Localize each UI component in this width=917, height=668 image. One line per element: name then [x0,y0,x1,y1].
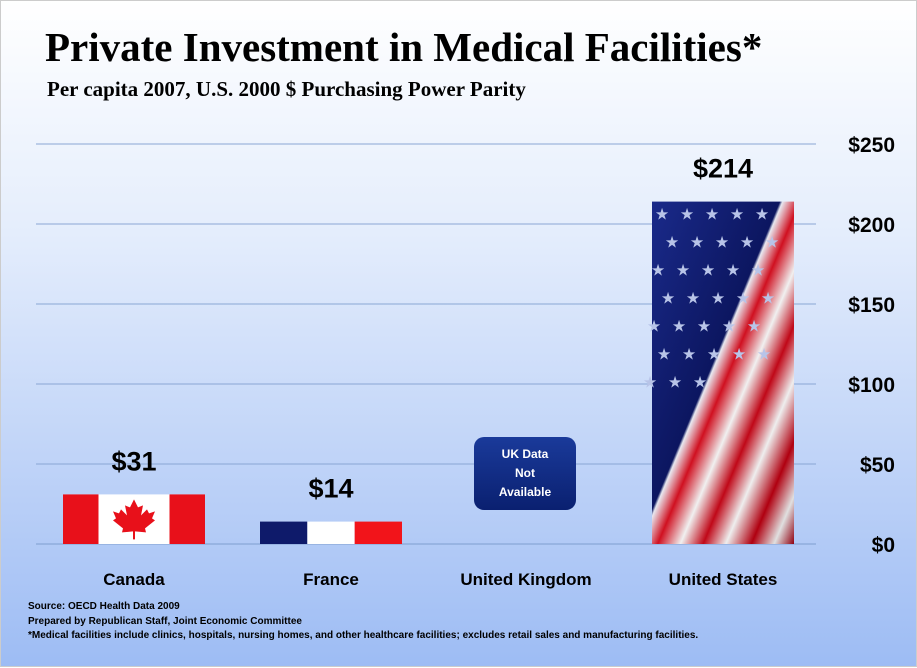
y-tick-label: $250 [848,134,895,157]
bar-canada-band-left [63,494,99,544]
star-icon: ★ [761,291,775,308]
y-tick-label: $200 [848,214,895,237]
data-label: $214 [693,154,753,184]
star-icon: ★ [655,207,669,224]
star-icon: ★ [765,235,779,252]
star-icon: ★ [747,319,761,336]
star-icon: ★ [668,375,682,392]
maple-leaf-icon [113,499,155,540]
bar-canada-band-right [169,494,205,544]
source-note: Source: OECD Health Data 2009 [28,601,180,612]
star-icon: ★ [705,207,719,224]
x-tick-label: United Kingdom [460,570,591,589]
chart-subtitle: Per capita 2007, U.S. 2000 $ Purchasing … [47,77,526,101]
star-icon: ★ [730,207,744,224]
star-icon: ★ [755,207,769,224]
star-icon: ★ [707,347,721,364]
star-icon: ★ [697,319,711,336]
star-icon: ★ [736,291,750,308]
star-icon: ★ [665,235,679,252]
star-icon: ★ [751,263,765,280]
y-tick-label: $100 [848,374,895,397]
star-icon: ★ [680,207,694,224]
star-icon: ★ [715,235,729,252]
star-icon: ★ [732,347,746,364]
uk-not-available-note: UK Data Not Available [474,437,576,510]
star-icon: ★ [661,291,675,308]
star-icon: ★ [643,375,657,392]
star-icon: ★ [657,347,671,364]
star-icon: ★ [686,291,700,308]
star-icon: ★ [726,263,740,280]
prepared-by-note: Prepared by Republican Staff, Joint Econ… [28,616,302,627]
star-icon: ★ [690,235,704,252]
star-icon: ★ [682,347,696,364]
star-icon: ★ [740,235,754,252]
data-label: $14 [308,474,353,504]
star-icon: ★ [693,375,707,392]
bar-france-white [307,521,355,544]
bar-france-blue [260,521,308,544]
data-label: $31 [111,446,156,476]
bar-france-red [354,521,402,544]
y-tick-label: $50 [860,454,895,477]
x-tick-label: Canada [103,570,165,589]
star-icon: ★ [722,319,736,336]
star-icon: ★ [672,319,686,336]
chart-title: Private Investment in Medical Facilities… [45,24,763,70]
y-tick-label: $0 [872,534,895,557]
star-icon: ★ [701,263,715,280]
x-tick-label: France [303,570,359,589]
star-icon: ★ [651,263,665,280]
star-icon: ★ [647,319,661,336]
x-tick-label: United States [669,570,778,589]
star-icon: ★ [676,263,690,280]
star-icon: ★ [711,291,725,308]
footnote: *Medical facilities include clinics, hos… [28,630,699,641]
bar-united-states [652,201,794,544]
y-tick-label: $150 [848,294,895,317]
star-icon: ★ [757,347,771,364]
